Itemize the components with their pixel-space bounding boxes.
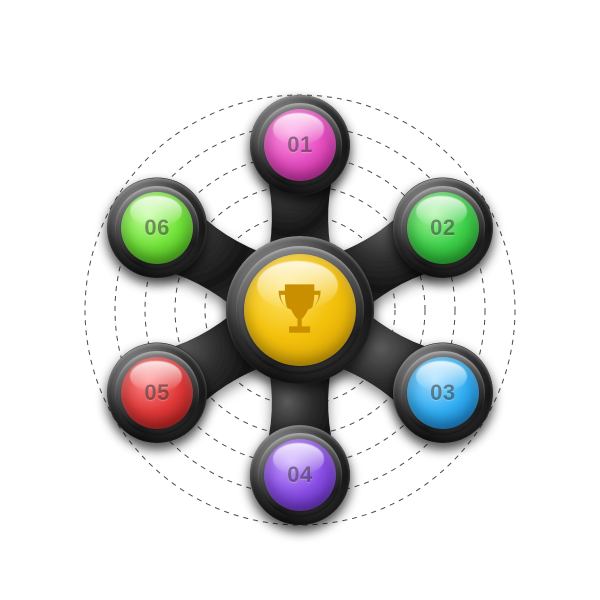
- node-label: 04: [287, 462, 312, 488]
- hub-node: [226, 236, 374, 384]
- node-gem: 03: [407, 357, 479, 429]
- step-node-04: 04: [250, 425, 350, 525]
- node-label: 03: [430, 380, 455, 406]
- node-label: 02: [430, 215, 455, 241]
- node-label: 05: [144, 380, 169, 406]
- node-gem: 06: [121, 192, 193, 264]
- step-node-05: 05: [107, 343, 207, 443]
- node-gem: 01: [264, 109, 336, 181]
- node-label: 06: [144, 215, 169, 241]
- node-gem: 04: [264, 439, 336, 511]
- node-label: 01: [287, 132, 312, 158]
- step-node-06: 06: [107, 178, 207, 278]
- step-node-03: 03: [393, 343, 493, 443]
- step-node-01: 01: [250, 95, 350, 195]
- node-gem: 02: [407, 192, 479, 264]
- step-node-02: 02: [393, 178, 493, 278]
- radial-infographic: 01 02 03 04 05 06: [0, 0, 600, 600]
- hub-gem: [244, 254, 356, 366]
- trophy-icon: [266, 276, 333, 343]
- node-gem: 05: [121, 357, 193, 429]
